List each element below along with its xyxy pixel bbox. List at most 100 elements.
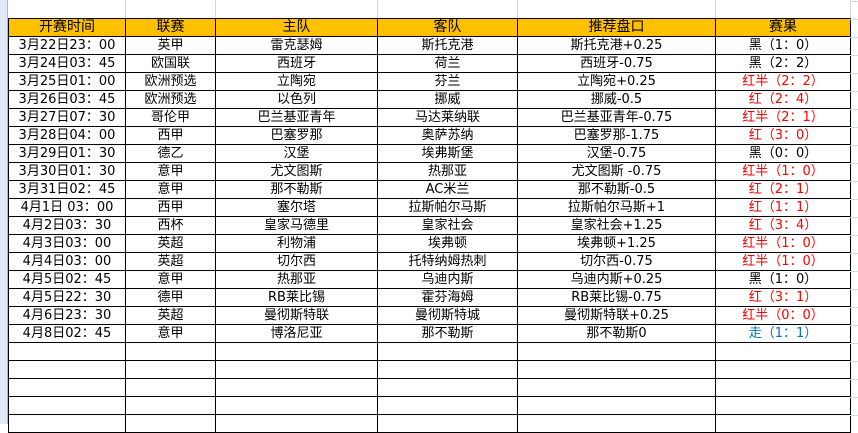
cell-time[interactable]: 3月25日01：00 (8, 72, 126, 91)
cell-home[interactable]: 以色列 (215, 90, 378, 109)
cell-league[interactable]: 英超 (125, 252, 216, 271)
cell-result[interactable]: 红（2：1） (715, 180, 851, 199)
cell-pick[interactable]: 斯托克港+0.25 (517, 36, 716, 55)
cell[interactable] (125, 0, 216, 19)
cell-home[interactable]: 巴兰基亚青年 (215, 108, 378, 127)
cell-pick[interactable]: 拉斯帕尔马斯+1 (517, 198, 716, 217)
cell-league[interactable]: 西杯 (125, 216, 216, 235)
cell-time[interactable]: 4月8日02：45 (8, 324, 126, 343)
cell-pick[interactable]: 埃弗顿+1.25 (517, 234, 716, 253)
empty-cell[interactable] (377, 342, 518, 361)
cell-league[interactable]: 欧洲预选 (125, 72, 216, 91)
cell-away[interactable]: 乌迪内斯 (377, 270, 518, 289)
cell-pick[interactable]: RB莱比锡-0.75 (517, 288, 716, 307)
cell-league[interactable]: 英甲 (125, 36, 216, 55)
empty-cell[interactable] (377, 360, 518, 379)
cell-away[interactable]: 托特纳姆热刺 (377, 252, 518, 271)
cell-league[interactable]: 西甲 (125, 126, 216, 145)
cell-result[interactable]: 红半（1：0） (715, 234, 851, 253)
cell-time[interactable]: 4月5日22：30 (8, 288, 126, 307)
cell-result[interactable]: 红（3：0） (715, 126, 851, 145)
cell-time[interactable]: 3月22日23：00 (8, 36, 126, 55)
cell-league[interactable]: 欧洲预选 (125, 90, 216, 109)
cell-time[interactable]: 3月27日07：30 (8, 108, 126, 127)
empty-cell[interactable] (8, 396, 126, 415)
cell-result[interactable]: 红半（1：0） (715, 162, 851, 181)
header-league[interactable]: 联赛 (125, 18, 216, 37)
cell-away[interactable]: 马达莱纳联 (377, 108, 518, 127)
cell-away[interactable]: 埃弗斯堡 (377, 144, 518, 163)
cell-home[interactable]: 皇家马德里 (215, 216, 378, 235)
cell-pick[interactable]: 西班牙-0.75 (517, 54, 716, 73)
cell-time[interactable]: 4月4日03：00 (8, 252, 126, 271)
cell-league[interactable]: 英超 (125, 234, 216, 253)
empty-cell[interactable] (8, 360, 126, 379)
cell-time[interactable]: 4月2日03：30 (8, 216, 126, 235)
cell-home[interactable]: 巴塞罗那 (215, 126, 378, 145)
row-header-strip[interactable] (0, 0, 8, 424)
cell-result[interactable]: 黑（2：2） (715, 54, 851, 73)
cell[interactable] (517, 0, 716, 19)
cell-time[interactable]: 4月6日23：30 (8, 306, 126, 325)
cell-pick[interactable]: 巴塞罗那-1.75 (517, 126, 716, 145)
empty-cell[interactable] (517, 342, 716, 361)
cell-league[interactable]: 德乙 (125, 144, 216, 163)
cell-pick[interactable]: 那不勒斯-0.5 (517, 180, 716, 199)
header-time[interactable]: 开赛时间 (8, 18, 126, 37)
cell[interactable] (8, 0, 126, 19)
cell-time[interactable]: 4月5日02：45 (8, 270, 126, 289)
cell-away[interactable]: AC米兰 (377, 180, 518, 199)
empty-cell[interactable] (377, 396, 518, 415)
cell-home[interactable]: 那不勒斯 (215, 180, 378, 199)
cell[interactable] (215, 0, 378, 19)
empty-cell[interactable] (8, 378, 126, 397)
cell-league[interactable]: 意甲 (125, 324, 216, 343)
cell-away[interactable]: 那不勒斯 (377, 324, 518, 343)
cell-pick[interactable]: 尤文图斯 -0.75 (517, 162, 716, 181)
empty-cell[interactable] (517, 360, 716, 379)
cell-home[interactable]: 热那亚 (215, 270, 378, 289)
cell-away[interactable]: 霍芬海姆 (377, 288, 518, 307)
cell-time[interactable]: 3月28日04：00 (8, 126, 126, 145)
cell-home[interactable]: 塞尔塔 (215, 198, 378, 217)
empty-cell[interactable] (215, 360, 378, 379)
cell-league[interactable]: 英超 (125, 306, 216, 325)
cell-home[interactable]: 尤文图斯 (215, 162, 378, 181)
cell-result[interactable]: 红（3：1） (715, 288, 851, 307)
cell-away[interactable]: 热那亚 (377, 162, 518, 181)
cell-league[interactable]: 欧国联 (125, 54, 216, 73)
cell-pick[interactable]: 皇家社会+1.25 (517, 216, 716, 235)
cell-league[interactable]: 哥伦甲 (125, 108, 216, 127)
cell-result[interactable]: 红（3：4） (715, 216, 851, 235)
empty-cell[interactable] (517, 396, 716, 415)
cell-away[interactable]: 芬兰 (377, 72, 518, 91)
cell-away[interactable]: 斯托克港 (377, 36, 518, 55)
cell-result[interactable]: 红（2：4） (715, 90, 851, 109)
cell-home[interactable]: 雷克瑟姆 (215, 36, 378, 55)
cell-away[interactable]: 奥萨苏纳 (377, 126, 518, 145)
empty-cell[interactable] (125, 360, 216, 379)
empty-cell[interactable] (8, 342, 126, 361)
empty-cell[interactable] (715, 396, 851, 415)
cell-home[interactable]: 立陶宛 (215, 72, 378, 91)
cell-time[interactable]: 3月26日03：45 (8, 90, 126, 109)
cell-result[interactable]: 黑（1：0） (715, 270, 851, 289)
cell-pick[interactable]: 切尔西-0.75 (517, 252, 716, 271)
empty-cell[interactable] (715, 342, 851, 361)
empty-cell[interactable] (215, 396, 378, 415)
cell-pick[interactable]: 乌迪内斯+0.25 (517, 270, 716, 289)
cell[interactable] (715, 0, 851, 19)
cell-league[interactable]: 意甲 (125, 270, 216, 289)
empty-cell[interactable] (215, 378, 378, 397)
cell-result[interactable]: 红（1：1） (715, 198, 851, 217)
cell-away[interactable]: 皇家社会 (377, 216, 518, 235)
empty-cell[interactable] (125, 378, 216, 397)
header-pick[interactable]: 推荐盘口 (517, 18, 716, 37)
cell-home[interactable]: 切尔西 (215, 252, 378, 271)
cell-pick[interactable]: 曼彻斯特联+0.25 (517, 306, 716, 325)
cell-away[interactable]: 荷兰 (377, 54, 518, 73)
cell-league[interactable]: 意甲 (125, 180, 216, 199)
cell-pick[interactable]: 巴兰基亚青年-0.75 (517, 108, 716, 127)
empty-cell[interactable] (517, 378, 716, 397)
cell-away[interactable]: 埃弗顿 (377, 234, 518, 253)
